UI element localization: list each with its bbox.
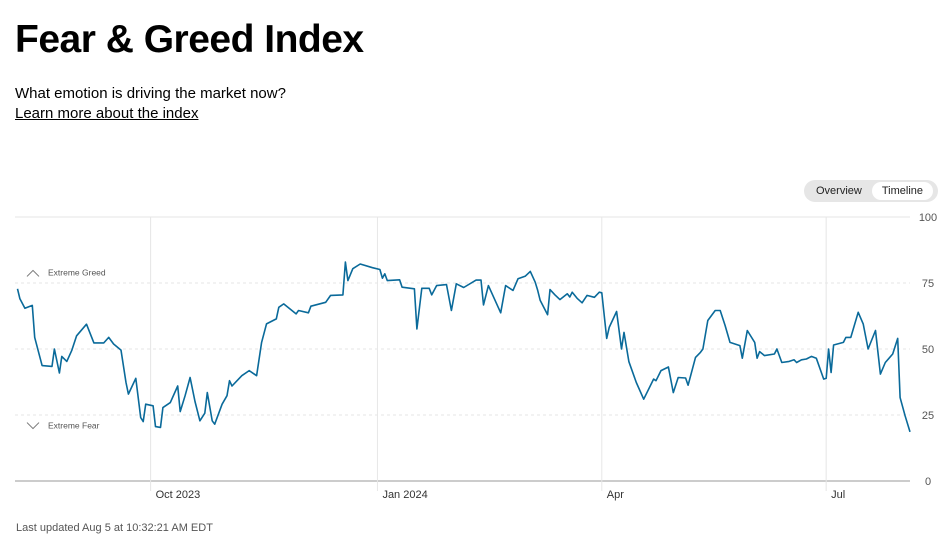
- y-tick-label: 25: [922, 410, 934, 422]
- page-title: Fear & Greed Index: [15, 18, 364, 61]
- annotation-label: Extreme Greed: [48, 267, 106, 277]
- tab-overview[interactable]: Overview: [816, 185, 862, 197]
- learn-more-link[interactable]: Learn more about the index: [15, 105, 199, 122]
- x-tick-label: Apr: [607, 489, 624, 501]
- y-tick-label: 0: [925, 476, 931, 488]
- x-tick-label: Jul: [831, 489, 845, 501]
- y-tick-label: 50: [922, 344, 934, 356]
- annotation-label: Extreme Fear: [48, 421, 100, 431]
- chevron-up-icon: [26, 269, 40, 277]
- y-tick-label: 75: [922, 278, 934, 290]
- chevron-down-icon: [26, 422, 40, 430]
- page-subtitle: What emotion is driving the market now?: [15, 85, 286, 102]
- x-tick-label: Jan 2024: [382, 489, 427, 501]
- series-line: [16, 261, 911, 433]
- view-toggle: Overview Timeline: [804, 180, 938, 202]
- last-updated: Last updated Aug 5 at 10:32:21 AM EDT: [16, 522, 213, 534]
- tab-timeline[interactable]: Timeline: [871, 182, 934, 200]
- x-tick-label: Oct 2023: [156, 489, 201, 501]
- y-tick-label: 100: [919, 212, 937, 224]
